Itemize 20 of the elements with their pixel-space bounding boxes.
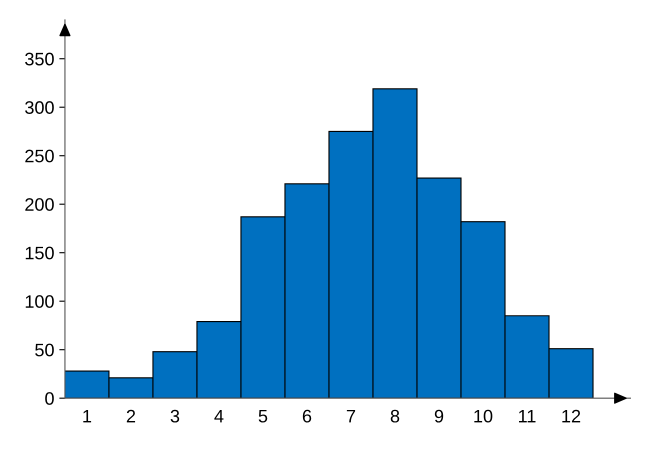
y-tick-label: 250: [25, 150, 54, 162]
x-tick-label: 10: [474, 410, 492, 423]
x-tick-label: 2: [126, 410, 136, 422]
x-tick-label: 6: [302, 410, 312, 423]
y-tick-label: 150: [26, 246, 54, 260]
x-tick-label: 9: [434, 410, 444, 423]
x-tick-label: 7: [346, 410, 356, 422]
y-tick-label: 200: [25, 198, 54, 211]
x-tick-label: 3: [170, 410, 180, 423]
y-tick-label: 300: [25, 101, 54, 114]
y-tick-label: 0: [45, 392, 54, 405]
x-tick-label: 12: [562, 410, 580, 422]
y-tick-label: 350: [25, 52, 54, 66]
x-tick-label: 1: [83, 410, 92, 422]
x-tick-label: 5: [258, 410, 268, 423]
x-tick-label: 8: [390, 410, 400, 423]
x-tick-label: 4: [214, 410, 224, 422]
y-tick-label: 50: [35, 344, 54, 356]
x-tick-label: 11: [519, 410, 536, 422]
y-tick-label: 100: [26, 295, 54, 308]
